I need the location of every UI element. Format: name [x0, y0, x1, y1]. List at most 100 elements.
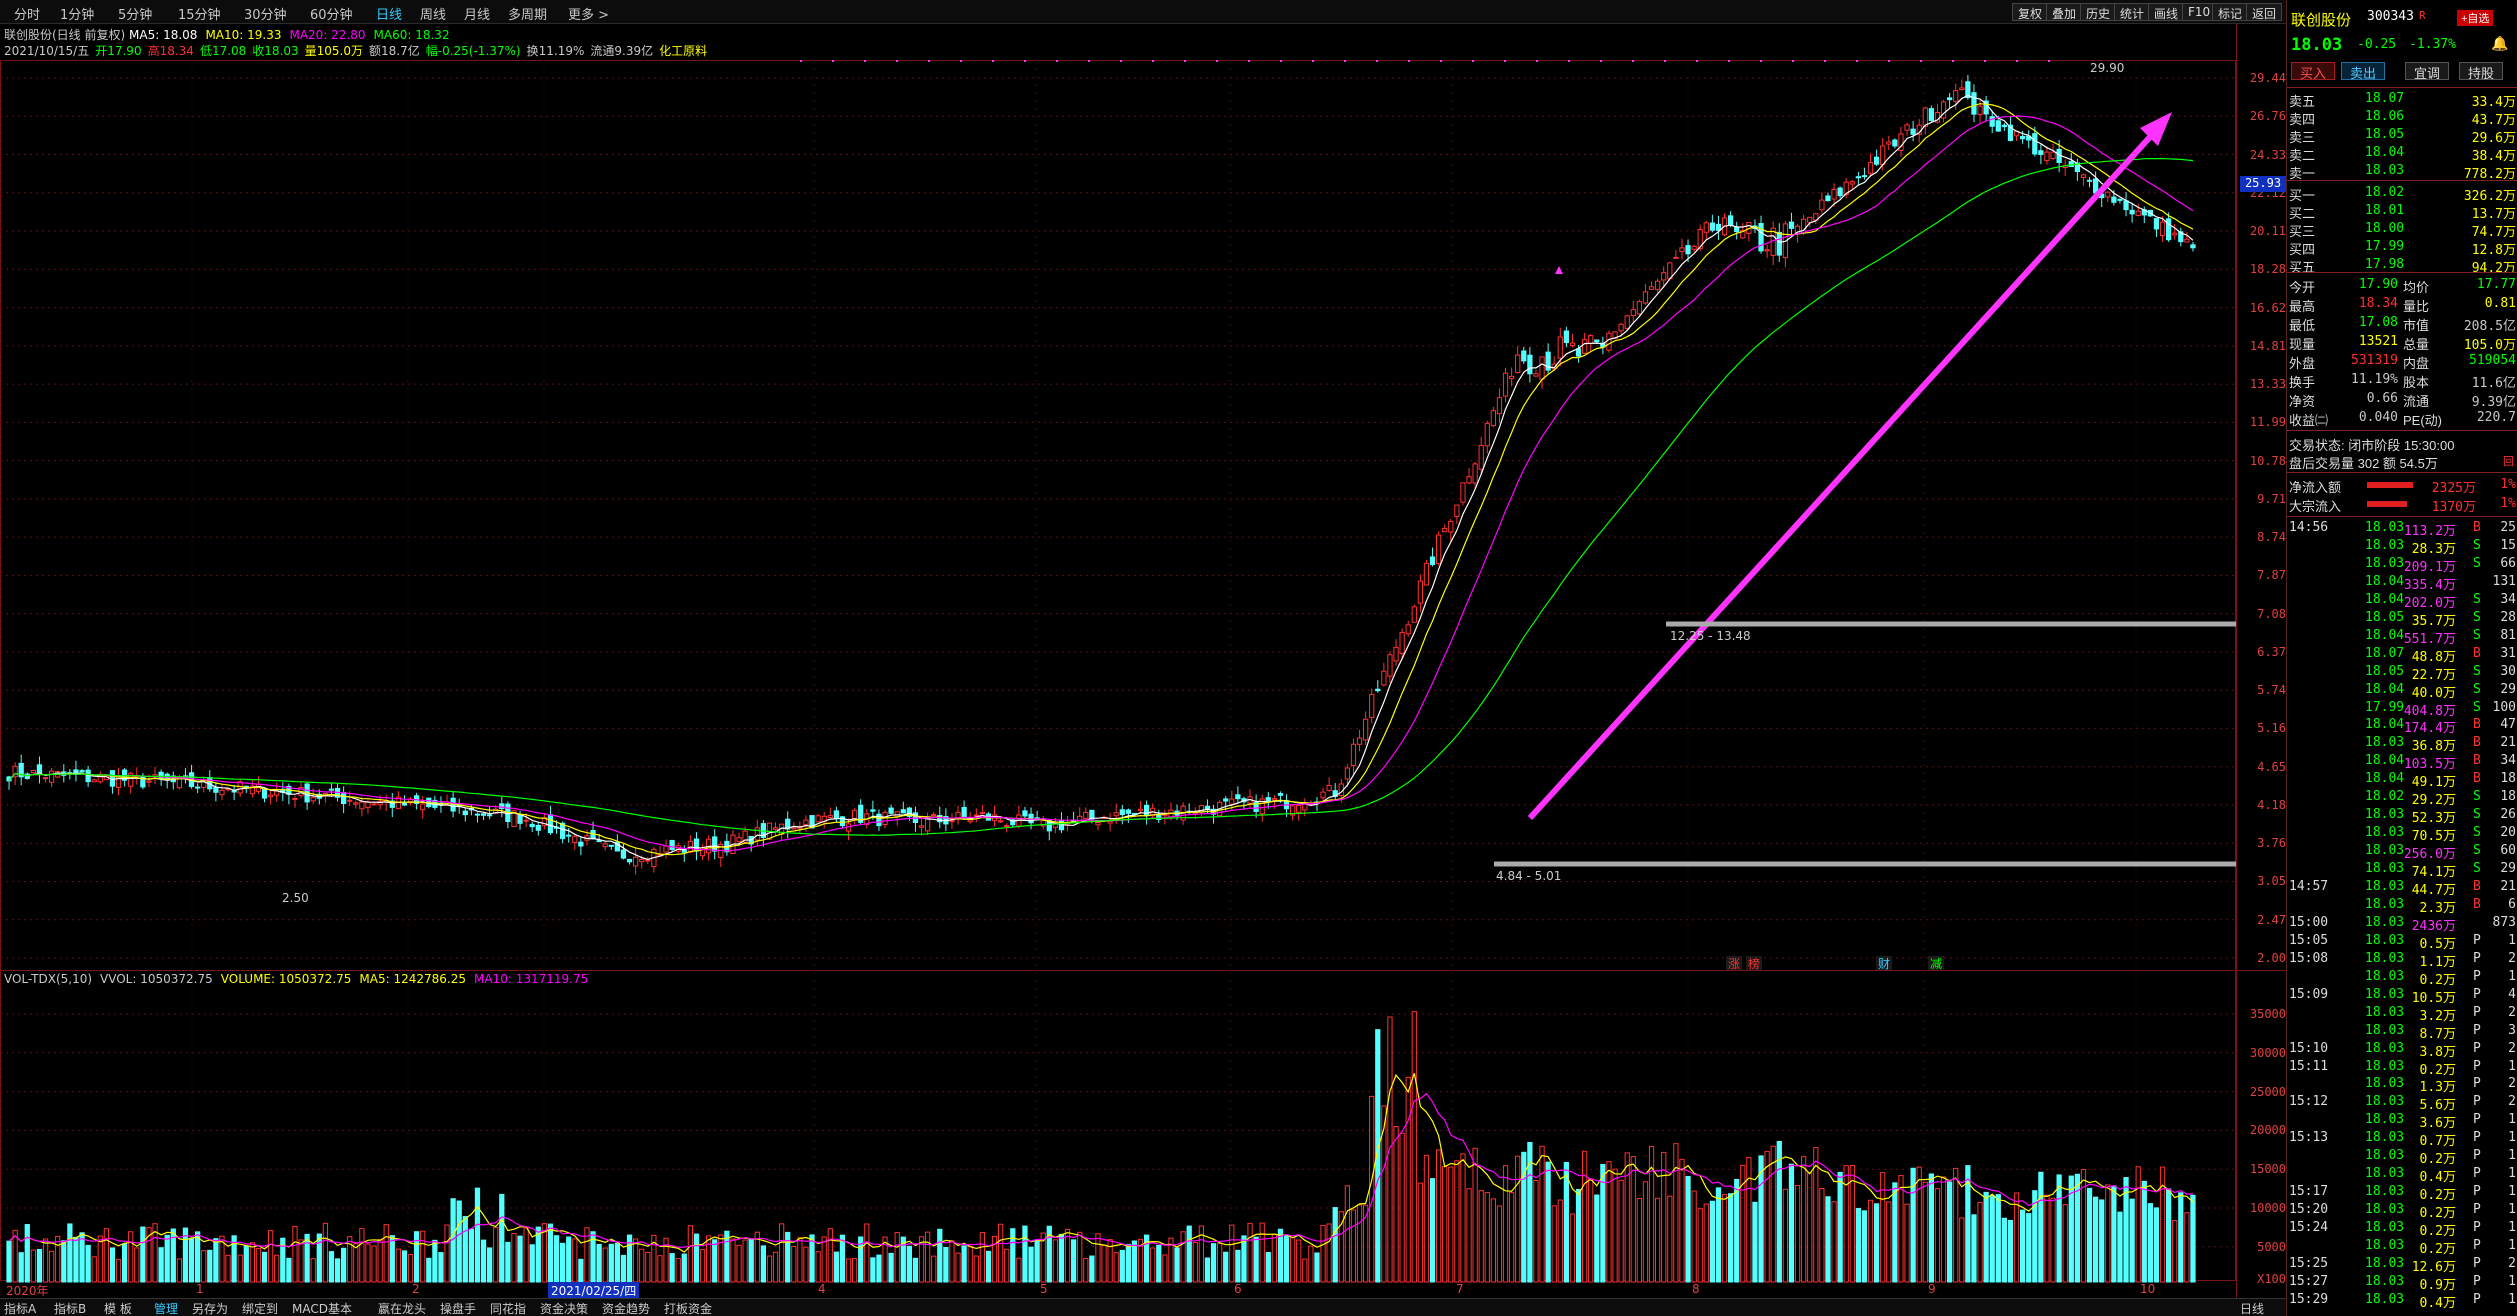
period-tab-1min[interactable]: 1分钟	[60, 8, 95, 23]
candle-body	[2105, 191, 2111, 198]
indicator-tab[interactable]: 另存为	[192, 1302, 229, 1316]
candle-body	[1119, 809, 1125, 816]
overlay-button[interactable]: 叠加	[2046, 3, 2083, 21]
candle-body	[1137, 808, 1144, 812]
indicator-tab[interactable]: 日线	[2240, 1302, 2265, 1316]
candle-body	[1095, 822, 1101, 826]
indicator-tab[interactable]: 嬴在龙头	[378, 1302, 427, 1316]
x-axis-label: 4	[818, 1282, 826, 1296]
candle-body	[2038, 150, 2044, 155]
signal-dot	[1568, 60, 1570, 62]
period-tab-weekly[interactable]: 周线	[420, 8, 447, 23]
volume-bar	[1849, 1164, 1855, 1283]
event-marker-bg	[1746, 956, 1762, 970]
sell-button[interactable]: 卖出	[2341, 62, 2385, 81]
volume-bar	[1940, 1176, 1947, 1283]
volume-bar	[2135, 1166, 2141, 1283]
history-button[interactable]: 历史	[2080, 3, 2117, 21]
tick-count: 1	[2508, 932, 2516, 948]
bid-label: 买三	[2289, 224, 2316, 239]
candle-body	[1606, 332, 1612, 351]
tick-row: 18.03 28.3万 S 15	[2287, 537, 2517, 557]
refresh-icon[interactable]: 回	[2503, 455, 2514, 468]
bell-icon[interactable]: 🔔	[2491, 36, 2509, 52]
volume-bar	[1308, 1245, 1314, 1283]
indicator-tab[interactable]: 模 板	[104, 1302, 132, 1316]
bid-label: 买五	[2289, 260, 2316, 275]
candle-body	[1429, 556, 1436, 566]
volume-bar	[596, 1243, 602, 1283]
volume-bar	[292, 1225, 298, 1283]
indicator-tab[interactable]: 同花指	[490, 1302, 527, 1316]
candle-body	[876, 813, 882, 827]
add-favorite-button[interactable]: +自选	[2457, 10, 2494, 26]
volume-bar	[493, 1227, 499, 1283]
volume-tick-label: 15000	[2249, 1162, 2286, 1177]
ohlc-field: 化工原料	[659, 44, 708, 58]
flow-label: 大宗流入	[2289, 499, 2342, 514]
volume-bar	[1527, 1142, 1533, 1283]
volume-bar	[1235, 1249, 1241, 1283]
holdings-button[interactable]: 持股	[2459, 62, 2503, 81]
volume-bar	[1265, 1252, 1271, 1283]
stat-label: 净资	[2289, 394, 2316, 409]
period-tab-30min[interactable]: 30分钟	[244, 8, 287, 23]
back-button[interactable]: 返回	[2246, 3, 2283, 21]
indicator-tab[interactable]: 指标B	[54, 1302, 87, 1316]
volume-bar	[1490, 1198, 1497, 1283]
volume-bar	[937, 1228, 943, 1283]
signal-dot	[1280, 60, 1282, 62]
period-tab-intraday[interactable]: 分时	[14, 8, 41, 23]
candle-body	[1089, 809, 1095, 820]
indicator-tab[interactable]: 操盘手	[440, 1302, 477, 1316]
candle-body	[1630, 309, 1636, 317]
volume-bar	[1654, 1197, 1661, 1283]
period-tab-monthly[interactable]: 月线	[464, 8, 491, 23]
adjust-position-button[interactable]: 宜调	[2405, 62, 2449, 81]
kline-chart[interactable]: 12.25 - 13.48 4.84 - 5.01 29.90 2.50 涨榜 财 减	[0, 24, 2286, 1316]
tick-row: 18.03 3.6万 P 1	[2287, 1111, 2517, 1131]
period-tab-60min[interactable]: 60分钟	[310, 8, 353, 23]
candle-body	[2001, 124, 2008, 128]
indicator-tab[interactable]: MACD基本	[292, 1302, 352, 1316]
volume-bar	[1168, 1237, 1174, 1283]
adjust-button[interactable]: 复权	[2012, 3, 2049, 21]
indicator-tab[interactable]: 指标A	[4, 1302, 37, 1316]
volume-tick-label: 5000	[2257, 1239, 2286, 1254]
stat-row: 最高 18.34 量比 0.81	[2287, 295, 2517, 314]
indicator-tab[interactable]: 资金趋势	[602, 1302, 651, 1316]
volume-bar	[134, 1247, 140, 1283]
indicator-tab[interactable]: 打板资金	[664, 1302, 713, 1316]
candle-body	[2172, 232, 2178, 236]
price-tick-label: 4.65	[2257, 759, 2286, 774]
candle-body	[1813, 213, 1819, 221]
period-tab-15min[interactable]: 15分钟	[178, 8, 221, 23]
candle-body	[1229, 798, 1235, 805]
tick-side: S	[2473, 843, 2481, 859]
volume-bar	[1034, 1239, 1040, 1283]
tick-count: 1	[2508, 1184, 2516, 1200]
mark-button[interactable]: 标记	[2212, 3, 2249, 21]
buy-button[interactable]: 买入	[2291, 62, 2335, 81]
volume-legend-item: MA5: 1242786.25	[359, 972, 466, 986]
indicator-tab[interactable]: 绑定到	[242, 1302, 279, 1316]
candle-body	[1734, 226, 1740, 233]
tick-row: 18.03 209.1万 S 66	[2287, 555, 2517, 575]
volume-bar	[261, 1251, 268, 1283]
period-tab-multi[interactable]: 多周期	[508, 8, 548, 23]
candle-body	[833, 810, 840, 820]
volume-bar	[1442, 1166, 1448, 1283]
statistics-button[interactable]: 统计	[2114, 3, 2151, 21]
volume-bar	[1740, 1164, 1746, 1283]
stat-label: 最高	[2289, 299, 2316, 314]
tick-count: 3	[2508, 1022, 2516, 1038]
period-tab-5min[interactable]: 5分钟	[118, 8, 153, 23]
indicator-tab[interactable]: 管理	[154, 1302, 179, 1316]
draw-line-button[interactable]: 画线	[2148, 3, 2185, 21]
period-tab-daily[interactable]: 日线	[376, 8, 403, 23]
ma-legend-item: MA5: 18.08	[129, 28, 198, 42]
bid-volume: 74.7万	[2471, 225, 2516, 240]
period-tab-more[interactable]: 更多 >	[568, 8, 610, 23]
indicator-tab[interactable]: 资金决策	[540, 1302, 589, 1316]
tick-count: 4	[2508, 986, 2516, 1002]
